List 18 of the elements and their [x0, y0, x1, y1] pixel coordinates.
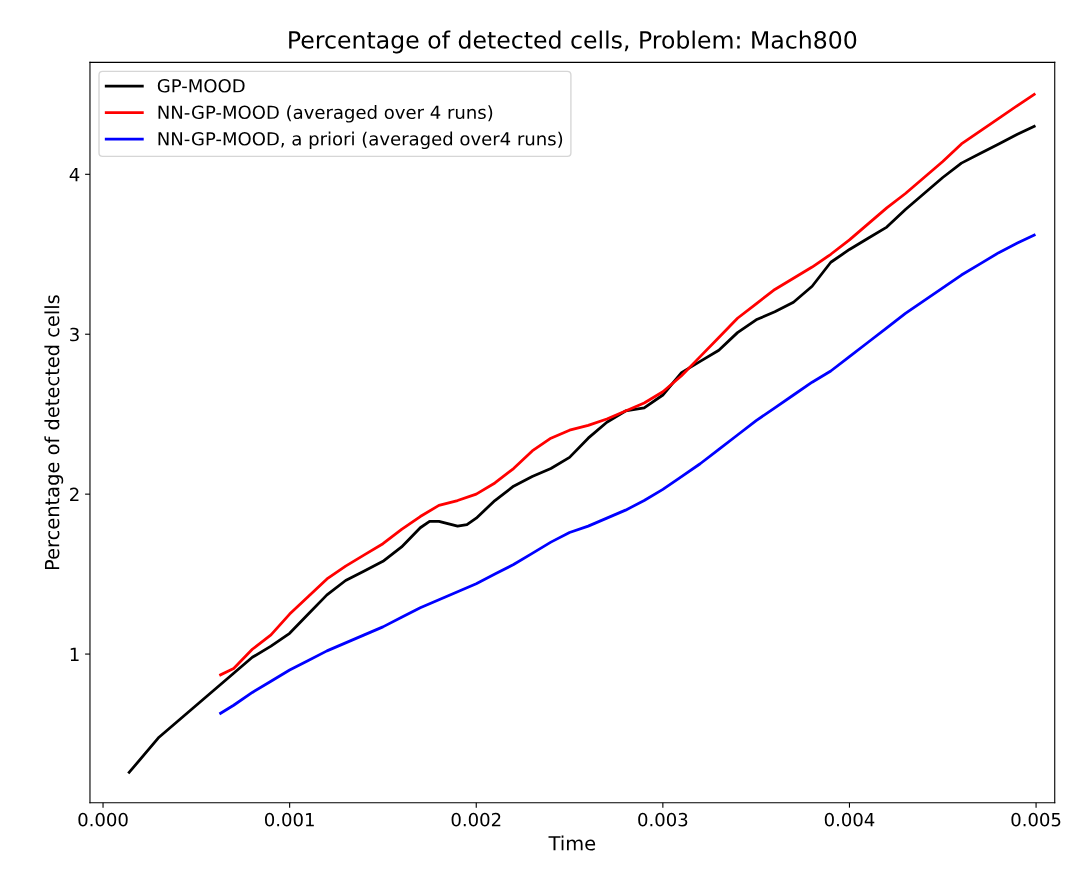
x-tick-label: 0.005	[1011, 812, 1061, 827]
y-tick-label: 3	[70, 327, 79, 342]
x-tick-label: 0.001	[264, 812, 314, 827]
line-series	[219, 233, 1036, 715]
y-tick-label: 4	[69, 168, 80, 182]
y-tick-label: 1	[70, 647, 79, 661]
y-axis-title: Percentage of detected cells	[44, 295, 64, 570]
legend-label: GP-MOOD	[157, 78, 245, 93]
x-tick-label: 0.002	[451, 812, 501, 827]
chart-title: Percentage of detected cells, Problem: Mach800	[289, 30, 857, 54]
x-tick-label: 0.000	[78, 812, 128, 827]
legend-label: NN-GP-MOOD (averaged over 4 runs)	[158, 105, 493, 123]
x-tick-label: 0.003	[638, 812, 688, 827]
x-axis-title: Time	[548, 835, 596, 851]
legend-label: NN-GP-MOOD, a priori (averaged over4 runs)	[158, 131, 563, 150]
line-series	[127, 124, 1036, 774]
x-tick-label: 0.004	[824, 812, 875, 827]
y-tick-label: 2	[70, 487, 79, 502]
